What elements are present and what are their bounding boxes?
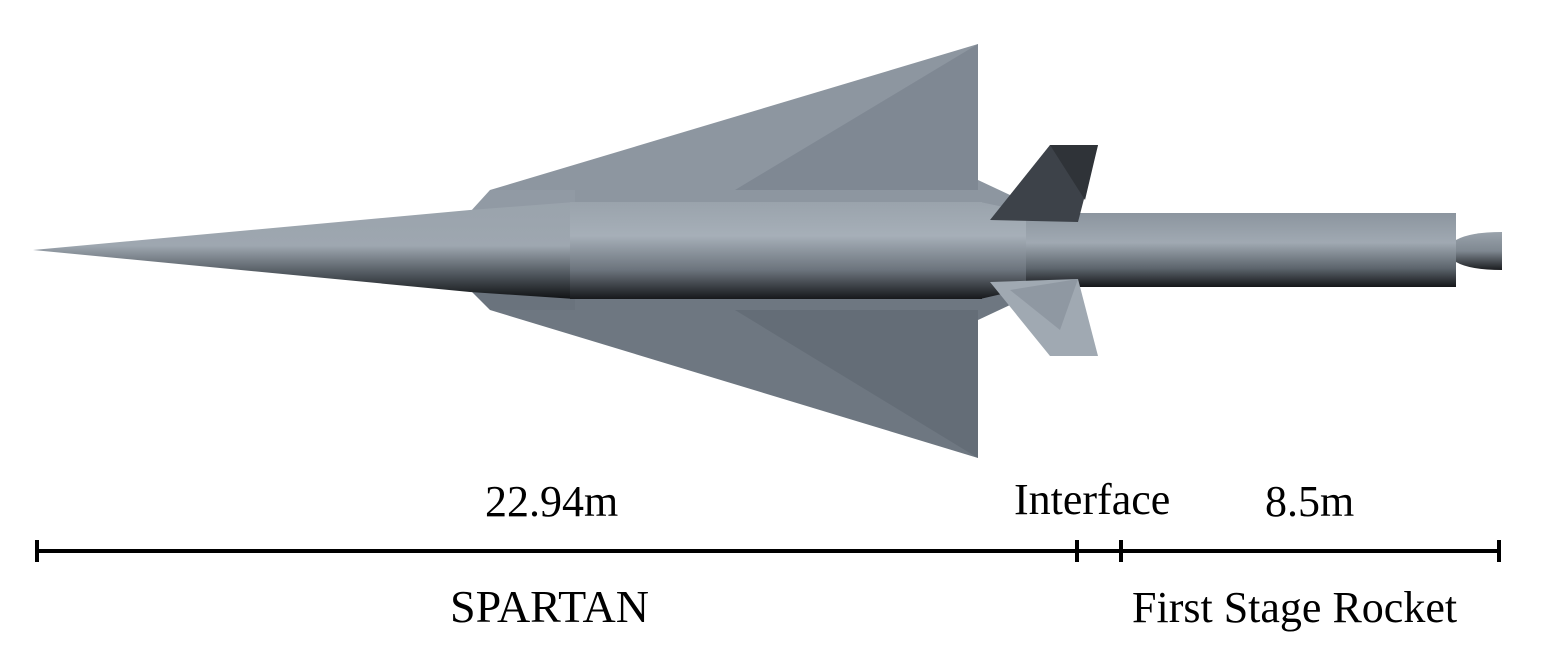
- rocket-nozzle: [1456, 232, 1502, 270]
- upper-fin: [990, 145, 1098, 222]
- lower-fin: [990, 279, 1098, 356]
- lower-wing: [490, 285, 1010, 458]
- upper-wing: [490, 44, 1010, 215]
- scale-bar: [35, 540, 1501, 562]
- rocket-length-label: 8.5m: [1265, 477, 1355, 526]
- nose-cone: [33, 202, 575, 299]
- spartan-length-label: 22.94m: [485, 477, 619, 526]
- rocket-body: [1026, 213, 1456, 287]
- interface-section: [980, 202, 1028, 299]
- spartan-fuselage: [570, 202, 982, 299]
- interface-label: Interface: [1014, 475, 1171, 524]
- first-stage-rocket-label: First Stage Rocket: [1132, 583, 1458, 632]
- spartan-label: SPARTAN: [450, 581, 649, 632]
